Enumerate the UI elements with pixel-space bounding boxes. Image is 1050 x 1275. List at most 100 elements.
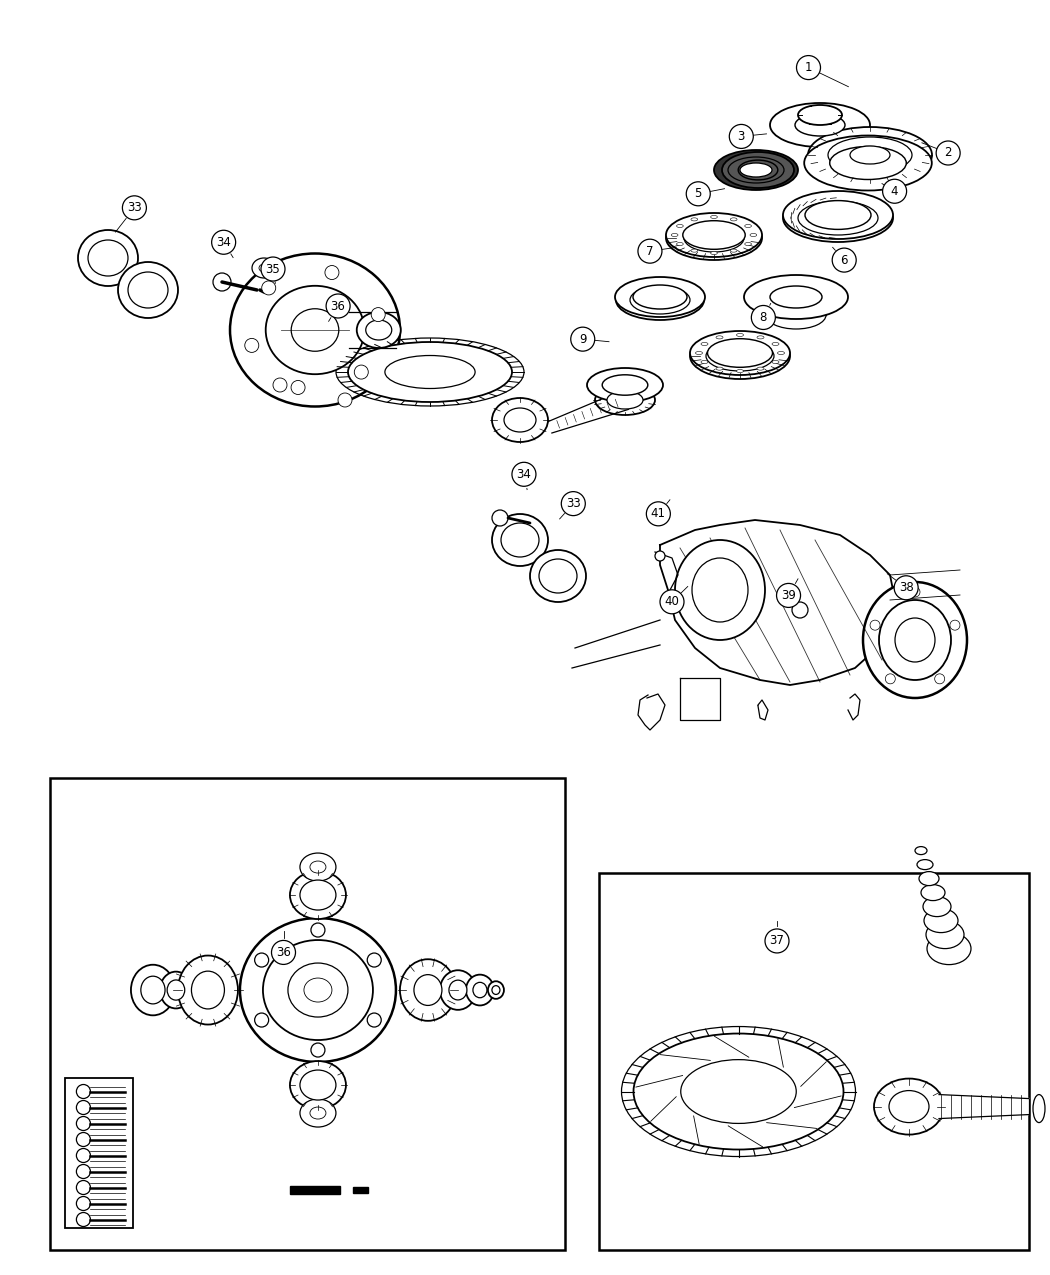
Ellipse shape — [675, 541, 765, 640]
Text: 38: 38 — [899, 581, 914, 594]
Ellipse shape — [714, 150, 798, 190]
Ellipse shape — [141, 977, 165, 1003]
Ellipse shape — [915, 847, 927, 854]
Ellipse shape — [798, 105, 842, 125]
Ellipse shape — [684, 224, 744, 252]
Ellipse shape — [259, 264, 269, 272]
Ellipse shape — [300, 853, 336, 881]
Ellipse shape — [923, 896, 951, 917]
Ellipse shape — [706, 340, 774, 371]
Ellipse shape — [850, 147, 890, 164]
Ellipse shape — [131, 965, 175, 1015]
Ellipse shape — [492, 398, 548, 442]
Ellipse shape — [666, 215, 762, 260]
Ellipse shape — [682, 221, 745, 250]
Circle shape — [273, 377, 287, 391]
Ellipse shape — [472, 982, 487, 998]
Ellipse shape — [501, 523, 539, 557]
Ellipse shape — [772, 343, 779, 346]
Polygon shape — [660, 520, 895, 685]
Ellipse shape — [492, 986, 500, 994]
Ellipse shape — [466, 974, 493, 1006]
Text: 37: 37 — [770, 935, 784, 947]
Ellipse shape — [766, 286, 826, 314]
Circle shape — [77, 1213, 90, 1227]
Ellipse shape — [252, 258, 276, 278]
Ellipse shape — [728, 157, 784, 184]
Circle shape — [512, 463, 536, 486]
Ellipse shape — [738, 161, 778, 180]
Circle shape — [338, 393, 352, 407]
Circle shape — [870, 620, 880, 630]
Ellipse shape — [716, 367, 723, 370]
Circle shape — [212, 231, 235, 254]
Ellipse shape — [607, 391, 643, 409]
Ellipse shape — [736, 334, 743, 337]
Text: 39: 39 — [781, 589, 796, 602]
Ellipse shape — [230, 254, 400, 407]
Ellipse shape — [695, 352, 702, 354]
Ellipse shape — [731, 218, 737, 221]
Ellipse shape — [300, 880, 336, 910]
Circle shape — [255, 952, 269, 966]
Ellipse shape — [692, 558, 748, 622]
Ellipse shape — [798, 201, 878, 235]
Circle shape — [765, 929, 789, 952]
Ellipse shape — [711, 251, 717, 255]
Ellipse shape — [303, 978, 332, 1002]
Ellipse shape — [616, 280, 704, 320]
Ellipse shape — [414, 974, 442, 1006]
Ellipse shape — [633, 1034, 843, 1150]
Circle shape — [255, 1014, 269, 1028]
Polygon shape — [939, 1094, 1029, 1118]
Ellipse shape — [539, 558, 578, 593]
Ellipse shape — [757, 335, 764, 339]
Circle shape — [895, 576, 918, 599]
Text: 41: 41 — [651, 507, 666, 520]
Ellipse shape — [1033, 1094, 1045, 1122]
Text: 33: 33 — [127, 201, 142, 214]
Circle shape — [647, 502, 670, 525]
Text: 6: 6 — [840, 254, 848, 266]
Circle shape — [571, 328, 594, 351]
Ellipse shape — [492, 514, 548, 566]
Ellipse shape — [777, 352, 784, 354]
Circle shape — [655, 551, 665, 561]
Text: 36: 36 — [276, 946, 291, 959]
Ellipse shape — [666, 213, 762, 258]
Circle shape — [950, 620, 960, 630]
Circle shape — [77, 1085, 90, 1099]
Ellipse shape — [690, 332, 790, 375]
Text: 36: 36 — [331, 300, 345, 312]
Ellipse shape — [290, 871, 345, 919]
Circle shape — [77, 1181, 90, 1195]
Circle shape — [77, 1164, 90, 1178]
Circle shape — [883, 180, 906, 203]
Circle shape — [937, 142, 960, 164]
Ellipse shape — [167, 980, 185, 1000]
Ellipse shape — [731, 249, 737, 252]
Ellipse shape — [633, 286, 687, 309]
Ellipse shape — [740, 163, 772, 177]
Ellipse shape — [288, 963, 348, 1017]
Ellipse shape — [603, 375, 648, 395]
Ellipse shape — [680, 1060, 796, 1123]
Ellipse shape — [262, 940, 373, 1040]
Ellipse shape — [690, 333, 790, 379]
Circle shape — [687, 182, 710, 205]
Ellipse shape — [440, 970, 476, 1010]
Ellipse shape — [924, 909, 958, 932]
Circle shape — [372, 307, 385, 321]
Ellipse shape — [701, 343, 708, 346]
Ellipse shape — [716, 335, 723, 339]
Polygon shape — [290, 1186, 340, 1193]
Ellipse shape — [160, 972, 192, 1009]
Polygon shape — [353, 1187, 367, 1192]
Ellipse shape — [921, 885, 945, 900]
Ellipse shape — [530, 550, 586, 602]
Circle shape — [797, 56, 820, 79]
Ellipse shape — [400, 959, 456, 1021]
Ellipse shape — [291, 309, 339, 351]
Ellipse shape — [770, 103, 870, 147]
Ellipse shape — [488, 982, 504, 998]
